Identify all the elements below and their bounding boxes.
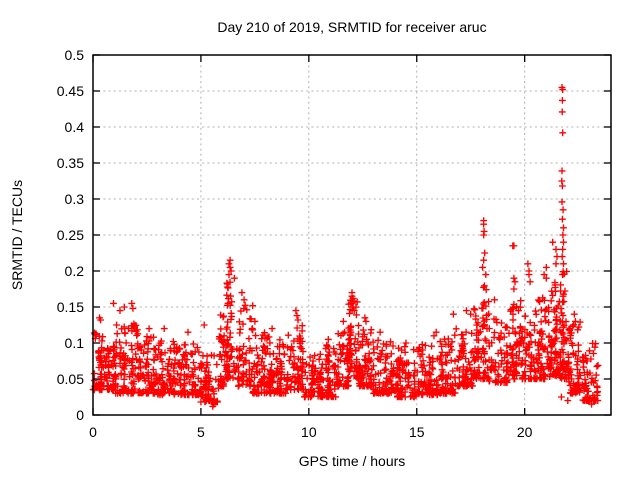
- x-tick-label: 15: [409, 424, 425, 440]
- x-tick-label: 10: [301, 424, 317, 440]
- y-tick-label: 0.3: [65, 191, 85, 207]
- y-tick-label: 0.15: [57, 299, 84, 315]
- y-tick-label: 0.1: [65, 335, 85, 351]
- y-tick-label: 0.35: [57, 155, 84, 171]
- y-tick-label: 0.2: [65, 263, 85, 279]
- y-tick-label: 0.4: [65, 119, 85, 135]
- chart-title: Day 210 of 2019, SRMTID for receiver aru…: [217, 19, 486, 35]
- scatter-points: [89, 84, 602, 410]
- scatter-points-group: [89, 84, 602, 410]
- x-axis-label: GPS time / hours: [299, 453, 406, 469]
- y-tick-label: 0.25: [57, 227, 84, 243]
- x-tick-label: 0: [89, 424, 97, 440]
- tick-labels-group: 0 5 10 15 20 0 0.05 0.1 0.15 0.2 0.25 0.3 0.35 0.4 0.4…: [57, 47, 533, 440]
- y-tick-label: 0.05: [57, 371, 84, 387]
- x-tick-label: 20: [517, 424, 533, 440]
- y-tick-label: 0: [76, 407, 84, 423]
- plot-frame-group: [92, 54, 612, 416]
- y-axis-label: SRMTID / TECUs: [9, 180, 25, 290]
- y-tick-label: 0.45: [57, 83, 84, 99]
- y-tick-label: 0.5: [65, 47, 85, 63]
- x-tick-label: 5: [197, 424, 205, 440]
